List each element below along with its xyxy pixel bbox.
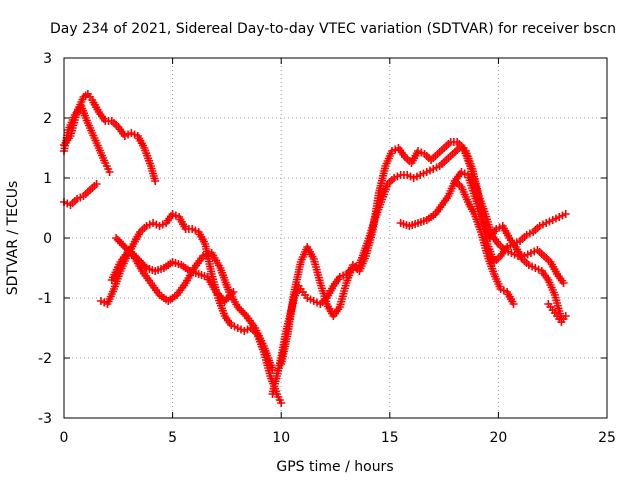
data-point [128, 249, 137, 258]
series-track-6 [107, 246, 238, 305]
data-point [235, 304, 244, 313]
x-axis-label: GPS time / hours [276, 459, 393, 475]
data-point [140, 262, 149, 271]
data-point [115, 237, 124, 246]
x-tick-label: 10 [272, 430, 290, 446]
data-point [113, 235, 122, 244]
data-point [215, 291, 224, 300]
data-point [117, 239, 126, 248]
x-tick-label: 5 [168, 430, 177, 446]
data-point [133, 255, 142, 263]
data-point [222, 295, 231, 304]
y-tick-label: -1 [38, 291, 52, 307]
y-axis-label: SDTVAR / TECUs [5, 181, 21, 296]
data-point [229, 288, 238, 296]
data-point [120, 243, 129, 251]
data-point [125, 246, 134, 254]
data-point [126, 247, 135, 256]
data-point [268, 366, 277, 374]
data-point [240, 310, 249, 319]
data-point [212, 288, 221, 296]
x-tick-label: 20 [489, 430, 507, 446]
plot-frame [63, 57, 608, 419]
series-track-4 [96, 210, 286, 407]
series-track-10 [450, 177, 518, 308]
data-point [130, 251, 139, 260]
axis-ticks: 0 5 10 15 20 25 -3 -2 -1 0 1 2 3 [38, 51, 616, 446]
data-point [92, 180, 101, 188]
data-point [224, 293, 233, 302]
series-track-2 [60, 102, 114, 176]
data-point [238, 308, 247, 317]
data-point [135, 256, 144, 265]
series-track-9 [396, 168, 570, 266]
series-track-8 [277, 138, 566, 368]
series-track-5 [112, 234, 277, 374]
x-tick-label: 0 [60, 430, 69, 446]
x-tick-label: 15 [381, 430, 399, 446]
data-point [139, 260, 148, 269]
data-point [237, 306, 246, 315]
data-point [132, 253, 141, 262]
series-track-3 [60, 180, 101, 209]
series-track-11 [544, 300, 570, 326]
data-point [559, 279, 568, 287]
data-point [217, 293, 226, 302]
grid [64, 58, 607, 418]
chart-title: Day 234 of 2021, Sidereal Day-to-day VTE… [50, 21, 616, 37]
data-point [225, 291, 234, 300]
data-point [213, 289, 222, 298]
series-track-7 [268, 144, 568, 398]
data-point [220, 297, 229, 305]
data-point [105, 168, 114, 176]
data-point [277, 399, 286, 407]
y-tick-label: 3 [43, 51, 52, 67]
y-tick-label: 1 [43, 171, 52, 187]
y-tick-label: 0 [43, 231, 52, 247]
data-point [509, 300, 518, 308]
data-point [137, 258, 146, 267]
data-point [112, 234, 121, 242]
y-tick-label: 2 [43, 111, 52, 127]
data-point [233, 303, 242, 311]
y-tick-label: -2 [38, 351, 52, 367]
data-point [561, 210, 570, 218]
data-point [227, 289, 236, 298]
x-tick-label: 25 [598, 430, 616, 446]
y-tick-label: -3 [38, 411, 52, 427]
data-point [151, 177, 160, 185]
data-point [561, 312, 570, 320]
data-points [60, 90, 570, 407]
data-point [119, 241, 128, 250]
